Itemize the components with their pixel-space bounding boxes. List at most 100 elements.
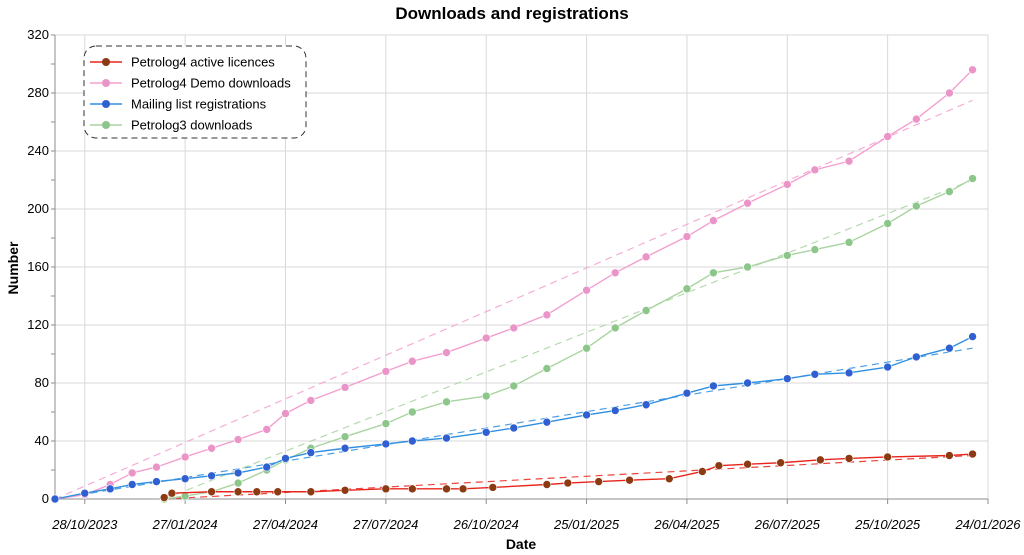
data-point: [442, 484, 451, 494]
data-point: [281, 409, 290, 418]
y-tick-label: 320: [27, 27, 49, 42]
data-point: [233, 487, 243, 497]
x-tick-label: 26/10/2024: [453, 517, 519, 532]
data-point: [381, 367, 391, 376]
trendline: [163, 179, 973, 500]
y-axis-title: Number: [5, 241, 21, 294]
data-point: [306, 448, 316, 457]
data-point: [408, 436, 417, 446]
data-point: [709, 381, 718, 391]
data-point: [810, 245, 820, 254]
data-point: [610, 323, 620, 333]
data-point: [582, 410, 591, 420]
series-3: [159, 174, 977, 504]
series-0: [159, 449, 977, 502]
data-point: [641, 400, 651, 410]
x-tick-label: 27/07/2024: [352, 517, 418, 532]
data-point: [340, 443, 350, 453]
data-point: [306, 396, 316, 405]
data-point: [542, 310, 552, 320]
data-point: [714, 461, 724, 470]
data-point: [594, 477, 603, 486]
data-point: [782, 251, 792, 260]
x-axis-title: Date: [506, 536, 537, 552]
data-point: [743, 378, 752, 388]
x-tick-label: 25/10/2025: [854, 517, 921, 532]
data-point: [743, 198, 752, 208]
data-point: [281, 454, 290, 463]
data-point: [273, 487, 283, 497]
x-tick-label: 26/07/2025: [754, 517, 821, 532]
data-point: [442, 397, 451, 407]
data-point: [152, 477, 161, 486]
data-point: [582, 343, 591, 353]
series-2: [50, 332, 977, 504]
data-point: [782, 180, 792, 189]
data-point: [743, 459, 752, 469]
data-point: [458, 484, 468, 494]
data-point: [542, 480, 552, 489]
data-point: [844, 454, 854, 463]
data-point: [610, 268, 620, 278]
legend-label: Petrolog4 active licences: [131, 55, 275, 70]
data-point: [968, 65, 977, 75]
legend-swatch-marker: [102, 121, 110, 129]
data-point: [408, 407, 417, 417]
data-point: [968, 332, 977, 341]
data-point: [844, 368, 854, 378]
data-point: [641, 252, 651, 262]
data-point: [810, 165, 820, 175]
data-point: [563, 478, 573, 488]
legend: Petrolog4 active licences Petrolog4 Demo …: [83, 45, 307, 139]
data-point: [340, 432, 350, 441]
data-point: [844, 156, 854, 166]
data-point: [912, 352, 921, 362]
data-point: [233, 468, 243, 478]
x-tick-label: 25/01/2025: [553, 517, 620, 532]
data-point: [945, 187, 954, 196]
data-point: [682, 232, 692, 241]
x-tick-label: 27/04/2024: [252, 517, 318, 532]
y-tick-label: 280: [27, 85, 49, 100]
data-point: [625, 475, 634, 485]
data-point: [381, 484, 391, 494]
data-point: [682, 284, 692, 294]
data-point: [509, 323, 519, 333]
data-point: [481, 333, 491, 343]
data-point: [664, 474, 674, 484]
data-point: [968, 174, 977, 183]
x-tick-label: 27/01/2024: [152, 517, 218, 532]
y-tick-label: 80: [35, 375, 49, 390]
legend-label: Petrolog4 Demo downloads: [131, 76, 291, 91]
trendline: [54, 347, 973, 500]
data-point: [408, 356, 417, 366]
y-tick-label: 160: [27, 259, 49, 274]
data-point: [340, 485, 350, 495]
data-point: [252, 487, 262, 497]
data-point: [883, 452, 892, 462]
data-point: [743, 262, 752, 272]
data-point: [641, 306, 651, 315]
data-point: [442, 433, 451, 443]
series-1: [50, 65, 977, 504]
data-point: [207, 471, 216, 481]
data-point: [481, 427, 491, 437]
data-point: [844, 238, 854, 247]
data-point: [127, 468, 137, 478]
data-point: [381, 439, 391, 449]
data-point: [233, 478, 243, 488]
x-tick-label: 24/01/2026: [954, 517, 1021, 532]
data-point: [207, 487, 216, 497]
data-point: [381, 419, 391, 428]
legend-swatch-marker: [102, 100, 110, 108]
data-point: [883, 132, 892, 141]
data-point: [810, 369, 820, 379]
data-point: [698, 467, 707, 476]
data-point: [542, 364, 552, 373]
data-point: [509, 381, 519, 391]
data-point: [159, 493, 169, 502]
data-point: [180, 452, 190, 462]
legend-label: Petrolog3 downloads: [131, 118, 253, 133]
data-point: [912, 201, 921, 211]
